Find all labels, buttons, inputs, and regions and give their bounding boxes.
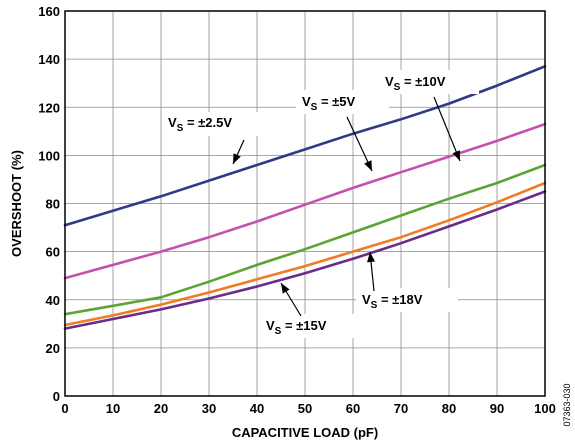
annotation-arrowhead [281,283,290,294]
annotation-bg [162,112,273,136]
annotation-bg [356,288,458,312]
annotation-bg [261,314,367,338]
x-tick-label: 10 [106,401,120,416]
annotation-label: VS = ±2.5V [168,115,232,134]
series-line-3 [63,163,547,316]
annotation-bg [296,90,389,114]
x-tick-label: 0 [61,401,68,416]
y-tick-label: 120 [38,100,60,115]
x-tick-label: 30 [202,401,216,416]
y-tick-label: 80 [46,197,60,212]
y-axis-title: OVERSHOOT (%) [9,150,24,257]
annotation-label: VS = ±10V [385,74,446,93]
x-tick-label: 70 [394,401,408,416]
annotation-arrowhead [233,153,241,164]
series-line-2 [63,122,547,280]
y-tick-label: 0 [53,389,60,404]
y-tick-label: 100 [38,148,60,163]
x-tick-label: 20 [154,401,168,416]
y-tick-label: 60 [46,245,60,260]
tick-labels: 0 10 20 30 40 50 60 70 80 90 100 0 20 40 60 80 100 120 140… [38,4,556,416]
plot-frame [64,10,546,397]
annotation-leader-line [433,96,461,162]
figure-id: 07363-030 [562,383,572,426]
annotations: VS = ±2.5V VS = ±5V VS = ±10V VS = ±15V VS =… [162,70,479,338]
annotation-arrowhead [452,150,460,161]
annotation-label: VS = ±5V [302,94,356,113]
x-tick-label: 50 [298,401,312,416]
y-tick-label: 160 [38,4,60,19]
annotation-label: VS = ±15V [266,318,327,337]
series-line-5 [63,190,547,330]
x-tick-label: 90 [490,401,504,416]
annotation-arrowhead [364,160,372,171]
y-tick-label: 40 [46,293,60,308]
series-line-4 [63,181,547,327]
x-tick-label: 100 [534,401,556,416]
x-tick-label: 40 [250,401,264,416]
y-tick-label: 140 [38,52,60,67]
y-tick-label: 20 [46,341,60,356]
annotation-arrowhead [367,252,375,263]
x-tick-label: 80 [442,401,456,416]
annotation-bg [379,70,479,94]
annotation-label: VS = ±18V [362,292,423,311]
x-tick-label: 60 [346,401,360,416]
series-line-1 [63,65,547,227]
x-axis-title: CAPACITIVE LOAD (pF) [232,425,378,440]
series-lines [63,65,547,330]
